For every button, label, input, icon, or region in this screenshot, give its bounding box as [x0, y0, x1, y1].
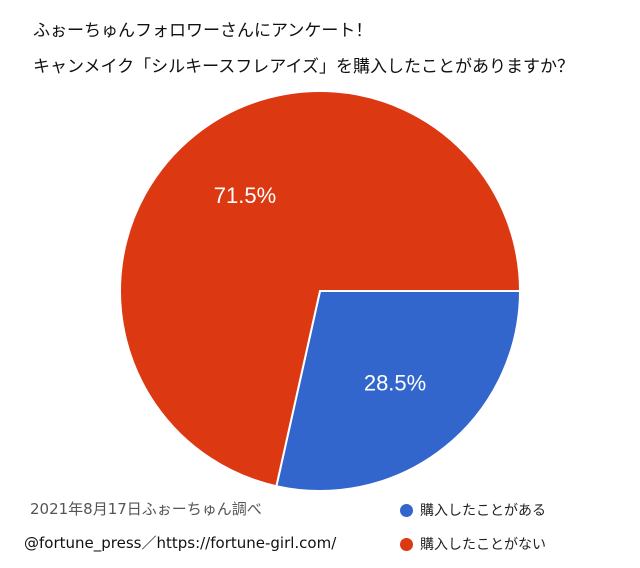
chart-legend: 購入したことがある 購入したことがない: [400, 500, 546, 568]
chart-title-line-2: キャンメイク「シルキースフレアイズ」を購入したことがありますか？: [33, 57, 574, 77]
legend-item-not-purchased: 購入したことがない: [400, 534, 546, 554]
legend-swatch-not-purchased: [400, 537, 413, 551]
pie-slice-purchased: [275, 290, 522, 492]
chart-title-line-1: ふぉーちゅんフォロワーさんにアンケート！: [33, 21, 373, 41]
legend-label-purchased: 購入したことがある: [420, 503, 546, 519]
legend-swatch-purchased: [400, 503, 413, 517]
legend-item-purchased: 購入したことがある: [400, 500, 546, 520]
slice-label-not-purchased: 71.5%: [214, 183, 276, 208]
source-credit: @fortune_press／https://fortune-girl.com/: [24, 534, 337, 552]
legend-label-not-purchased: 購入したことがない: [420, 537, 546, 553]
pie-slice-not-purchased: [119, 90, 522, 488]
survey-date-note: 2021年8月17日ふぉーちゅん調べ: [30, 500, 262, 518]
slice-label-purchased: 28.5%: [364, 370, 426, 395]
